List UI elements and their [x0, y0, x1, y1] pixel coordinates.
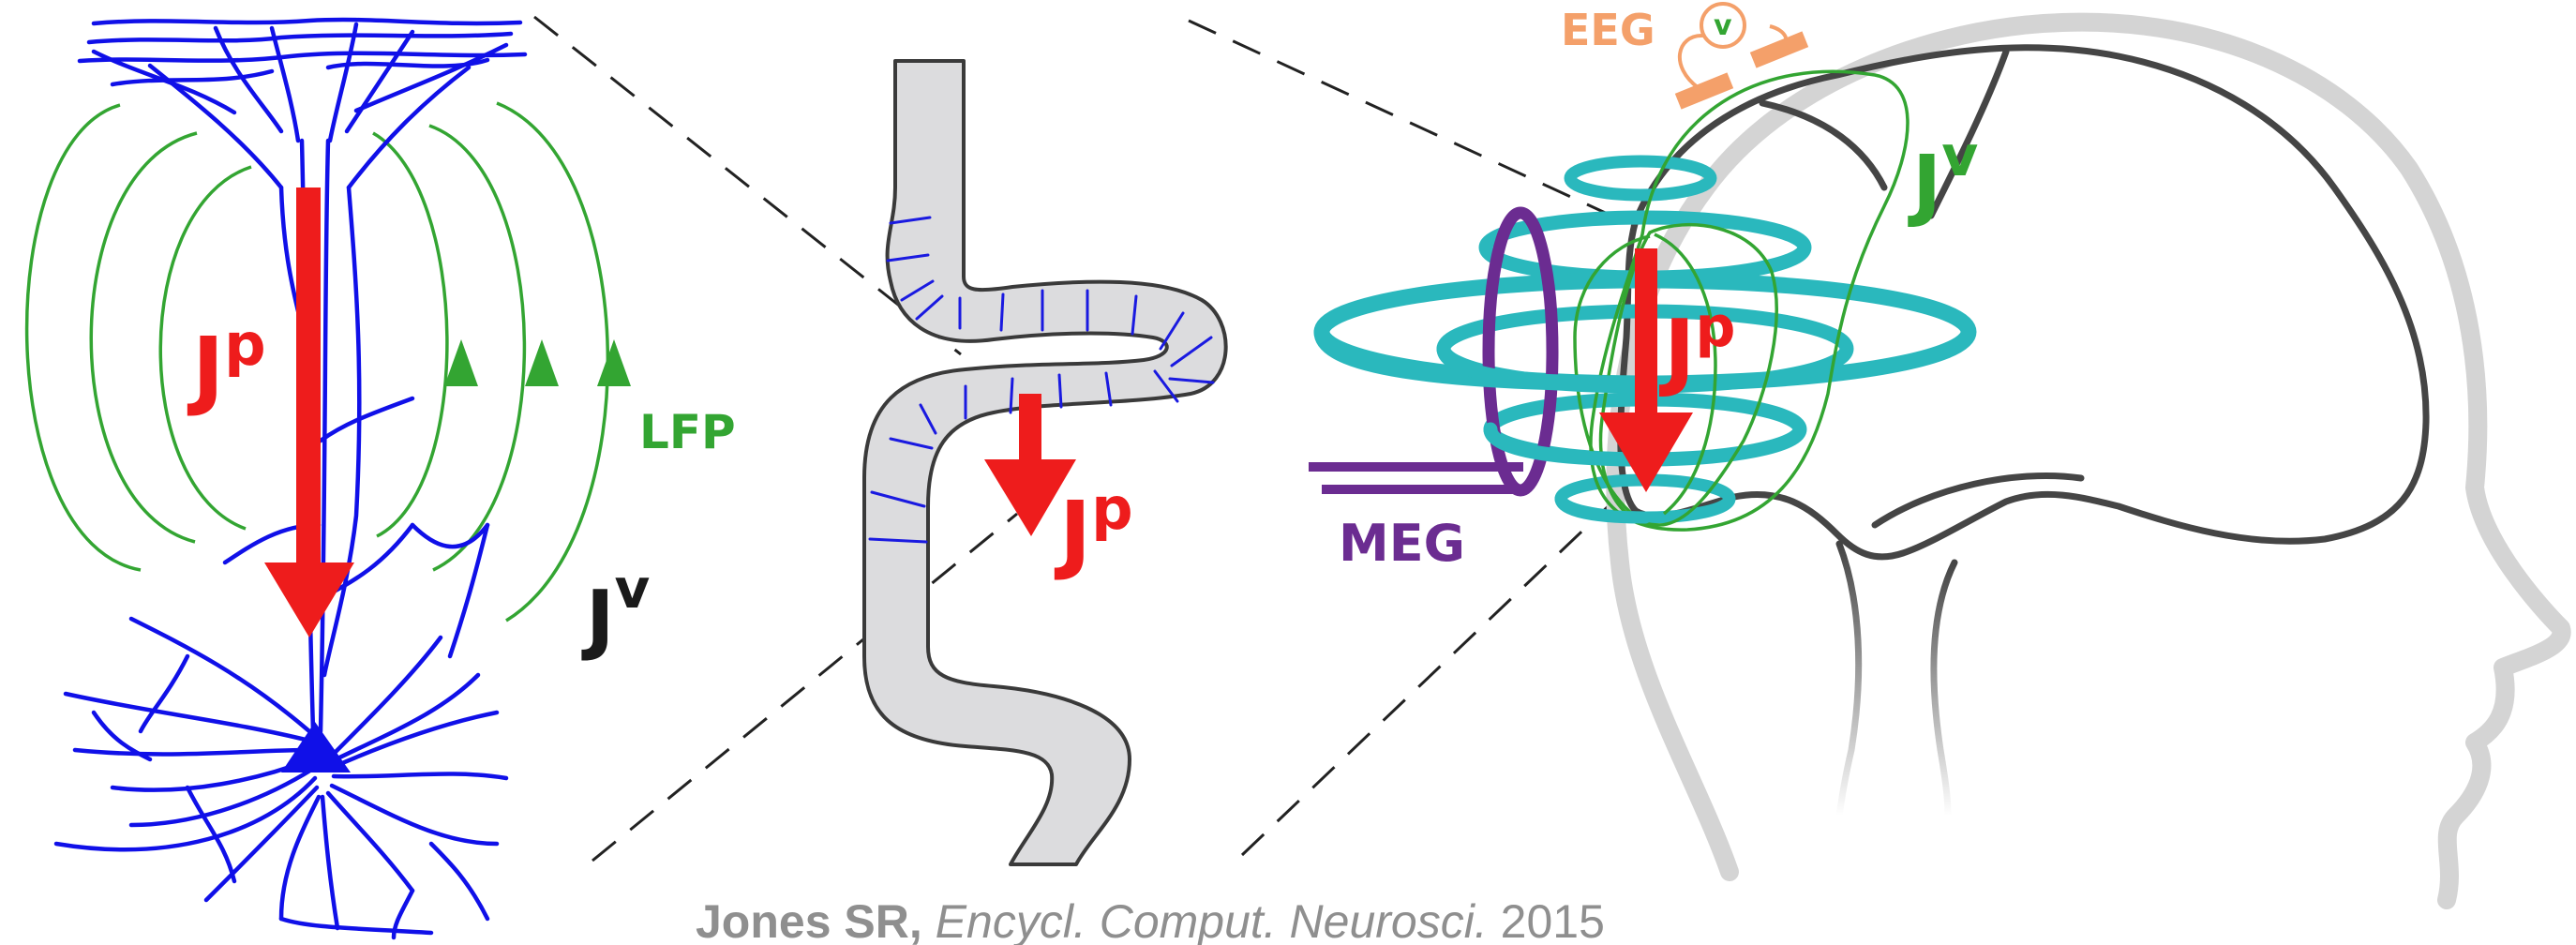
voltmeter-label: v [1714, 9, 1732, 42]
jp-label-cortex: Jp [1054, 474, 1133, 583]
meg-wires [1309, 462, 1526, 494]
volume-current-loops [1573, 69, 1910, 532]
lfp-arrowhead-1 [444, 339, 478, 386]
head-panel: Jp Jv MEG v EEG [1309, 2, 2571, 909]
citation-year: 2015 [1501, 895, 1605, 945]
zoom-lines-1 [533, 15, 1018, 862]
citation-journal: Encycl. Comput. Neurosci. [936, 895, 1488, 945]
meg-label: MEG [1339, 514, 1465, 573]
cortex-panel: Jp [862, 59, 1228, 866]
jp-arrow-cortex [984, 394, 1076, 536]
jp-arrow-neuron [264, 188, 354, 638]
neuron-panel: Jp LFP Jv [24, 17, 736, 940]
eeg-electrode-left [1674, 72, 1734, 110]
meg-sensor [1309, 206, 1559, 497]
jp-label-neuron: Jp [187, 310, 266, 419]
eeg-sensor: v [1674, 2, 1809, 110]
brain-stem [1835, 540, 1958, 819]
lfp-label: LFP [639, 405, 736, 459]
lfp-arrowhead-2 [525, 339, 559, 386]
cortical-columns [868, 216, 1215, 544]
brain-sulci [1759, 48, 2085, 529]
jv-label-neuron: Jv [581, 557, 650, 664]
jp-label-head: Jp [1658, 294, 1735, 400]
neuron-soma [281, 722, 351, 772]
magnetic-field-rings-front [1313, 323, 1654, 524]
jp-arrow-head [1599, 248, 1693, 492]
lfp-arrowhead-3 [597, 339, 631, 386]
eeg-label: EEG [1561, 5, 1655, 55]
jv-label-head: Jv [1908, 124, 1978, 230]
cortical-sheet [862, 59, 1228, 866]
eeg-voltmeter [1700, 2, 1746, 49]
zoom-lines-2 [1188, 19, 1638, 857]
brain-outline [1617, 44, 2430, 561]
citation-author: Jones SR, [696, 895, 922, 945]
pyramidal-neuron [53, 17, 528, 940]
citation: Jones SR, Encycl. Comput. Neurosci. 2015 [696, 895, 1605, 945]
lfp-field-lines [24, 101, 609, 622]
